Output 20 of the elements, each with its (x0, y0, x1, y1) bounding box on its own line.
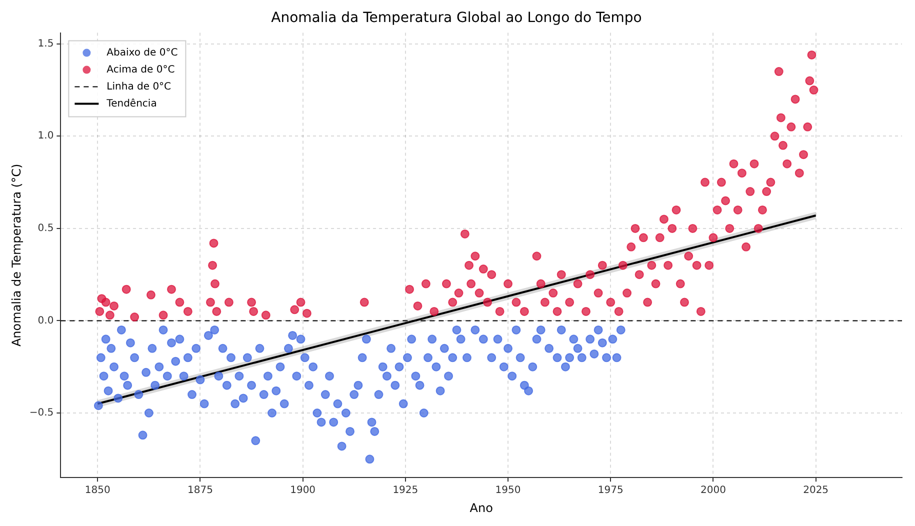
y-tick-label: 0.0 (38, 315, 54, 326)
x-tick-label: 1925 (392, 485, 418, 496)
x-tick-label: 1850 (84, 485, 110, 496)
chart-title: Anomalia da Temperatura Global ao Longo do Tempo (271, 10, 642, 26)
x-tick-label: 2000 (700, 485, 726, 496)
legend-label: Tendência (106, 98, 157, 110)
y-tick-label: 1.5 (38, 38, 54, 50)
x-tick-label: 1950 (495, 485, 521, 496)
y-axis-title: Anomalia de Temperatura (°C) (9, 164, 24, 347)
y-tick-label: 0.5 (38, 223, 54, 234)
x-tick-label: 1875 (187, 485, 213, 496)
x-tick-label: 2025 (803, 485, 829, 496)
x-tick-label: 1975 (598, 485, 624, 496)
x-axis-title: Ano (470, 500, 493, 515)
legend-label: Abaixo de 0°C (106, 47, 178, 58)
y-tick-label: −0.5 (29, 408, 54, 419)
y-tick-label: 1.0 (38, 130, 54, 142)
legend-label: Linha de 0°C (106, 81, 172, 92)
x-tick-label: 1900 (290, 485, 316, 496)
legend-label: Acima de 0°C (106, 64, 175, 76)
